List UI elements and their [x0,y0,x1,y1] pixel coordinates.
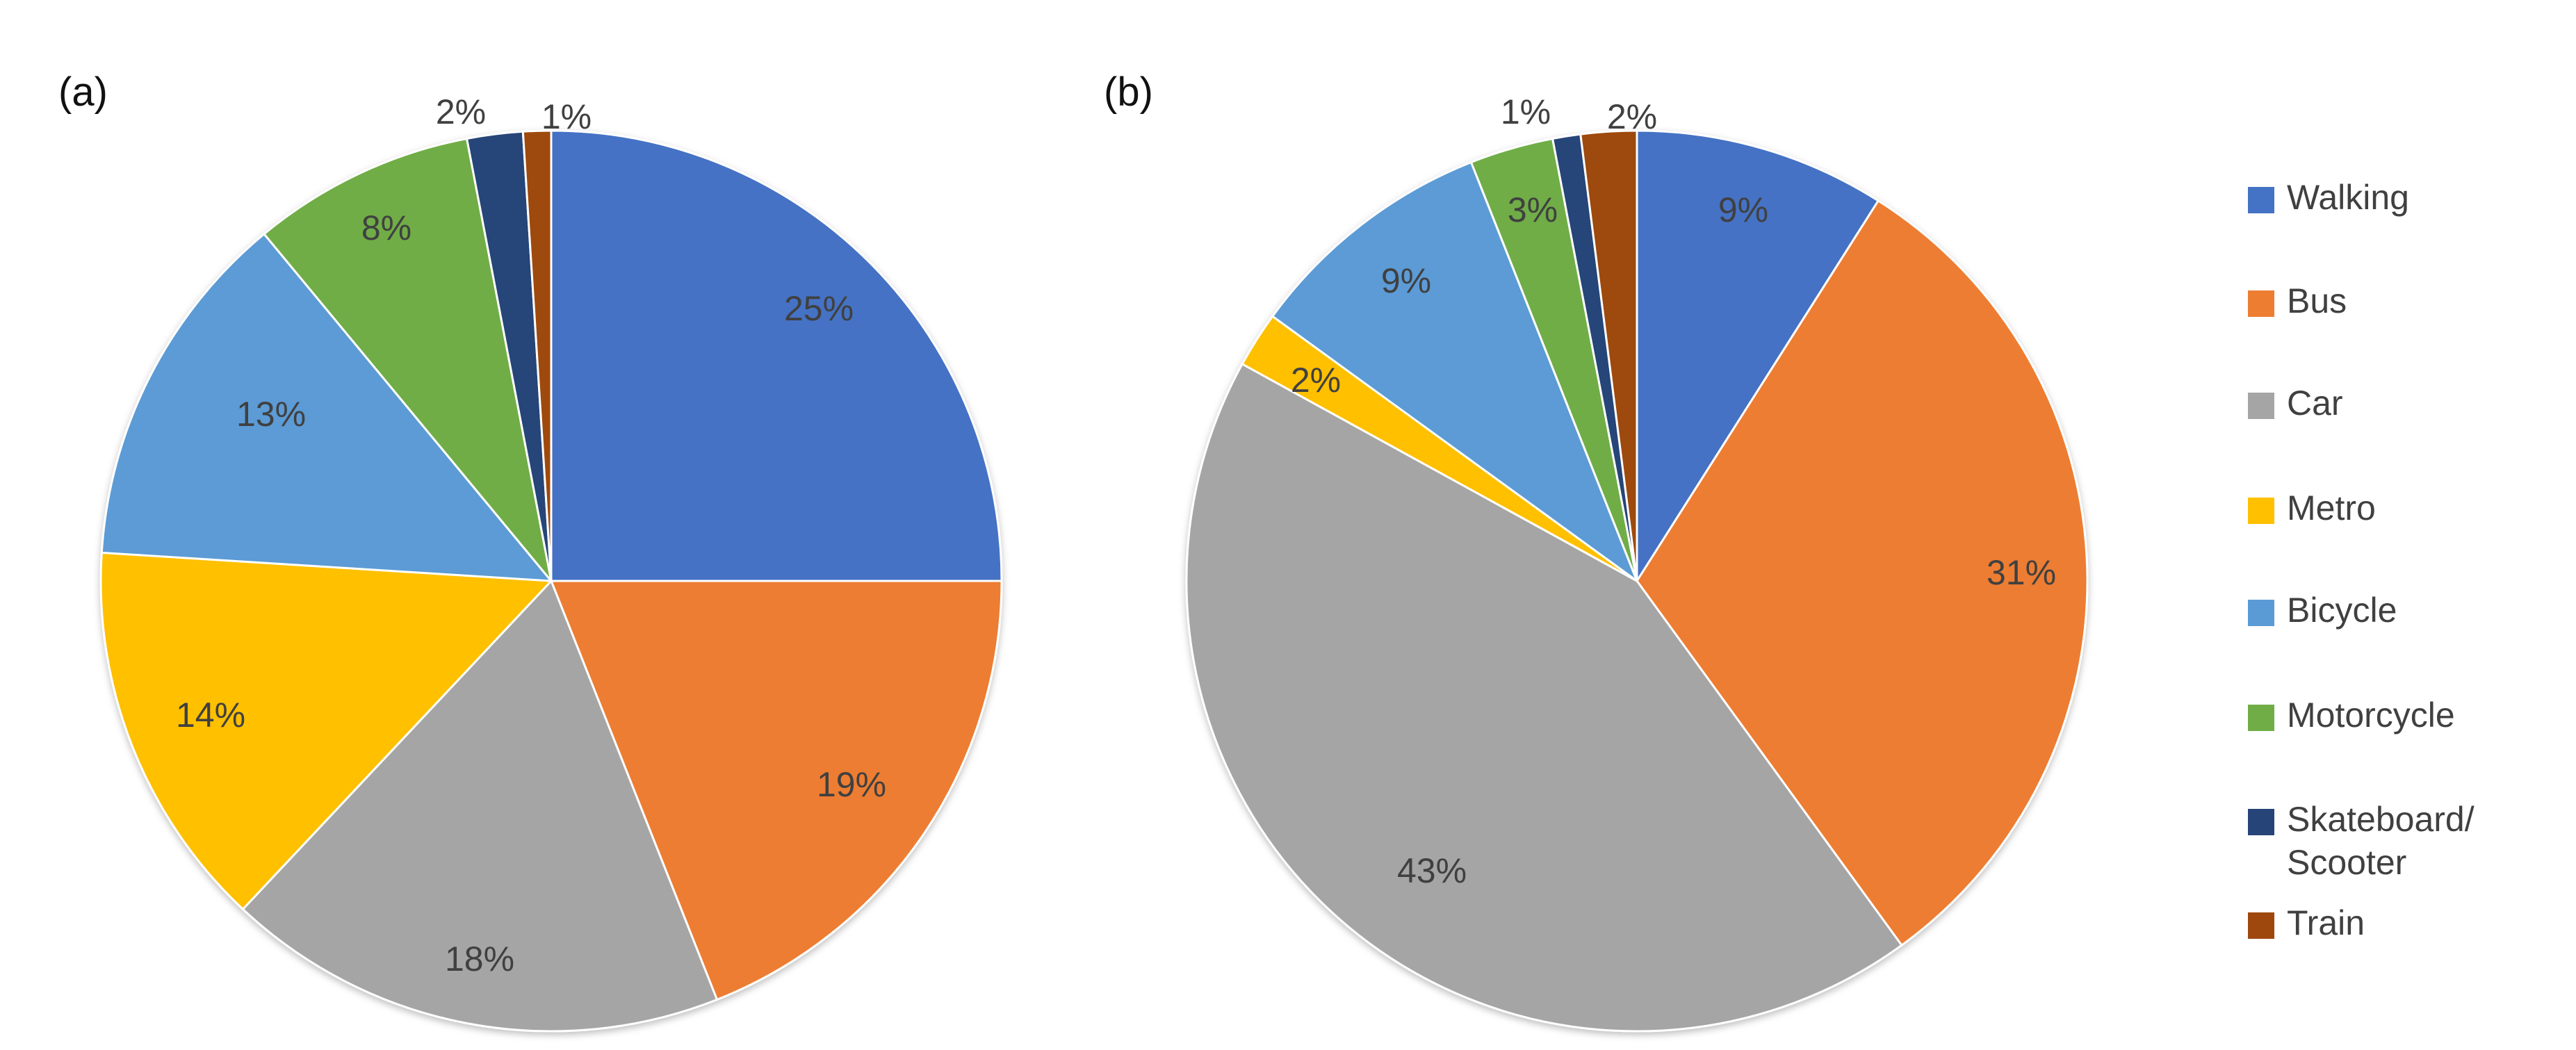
legend-label-metro: Metro [2287,489,2376,527]
pie-b-label-walking: 9% [1718,190,1768,229]
pie-b-slice-bicycle [1271,161,1640,584]
pie-b-label-car: 43% [1397,851,1467,890]
pie-b-label-train: 2% [1607,97,1657,136]
legend-swatch-skateboard-scooter [2248,809,2274,835]
pie-a-label-motorcycle: 8% [361,208,411,247]
legend-swatch-car [2248,393,2274,419]
pie-a-label-metro: 14% [176,696,245,735]
pie-b-label-metro: 2% [1291,361,1341,400]
pie-b-slice-car [1185,362,1903,1033]
legend-swatch-bus [2248,290,2274,317]
pie-chart-a [99,129,1003,1033]
pie-a-slice-walking [550,129,1003,582]
legend-label-car: Car [2287,384,2343,423]
pie-a-slice-bicycle [100,232,554,582]
legend-swatch-metro [2248,498,2274,524]
pie-b-label-bus: 31% [1987,553,2056,592]
pie-b-label-skateboard-scooter: 1% [1501,92,1551,131]
legend-label-bicycle: Bicycle [2287,591,2397,630]
pie-b-slice-bus [1636,199,2089,947]
pie-a-label-train: 1% [541,97,592,136]
pie-a-label-car: 18% [445,940,514,978]
pie-a-slice-metro [99,551,554,911]
legend-label-bus: Bus [2287,281,2347,320]
pie-a-label-bus: 19% [817,765,886,804]
pie-a-label-walking: 25% [784,289,854,328]
legend-label-motorcycle: Motorcycle [2287,696,2455,735]
legend-swatch-bicycle [2248,600,2274,626]
panel-label-b: (b) [1104,69,1153,115]
pie-a-slice-motorcycle [262,137,553,582]
pie-a-label-skateboard-scooter: 2% [436,92,486,131]
pie-a-label-bicycle: 13% [236,395,306,434]
legend-swatch-motorcycle [2248,705,2274,731]
pie-a-slice-car [241,579,719,1033]
legend-swatch-walking [2248,187,2274,213]
legend: Walking Bus Car Metro Bicycle Motorcycle Skate… [2248,178,2475,942]
legend-label-walking: Walking [2287,178,2409,217]
panel-label-a: (a) [58,69,108,115]
legend-label-skateboard-scooter-line-2: Scooter [2287,843,2406,882]
data-labels-b: 9% 31% 43% 2% 9% 3% 1% 2% [1291,92,2056,890]
pie-b-label-bicycle: 9% [1381,261,1431,300]
pie-a-slice-train [521,129,553,582]
legend-swatch-train [2248,912,2274,939]
data-labels-a: 25% 19% 18% 14% 13% 8% 2% 1% [176,92,886,978]
pie-a-slice-bus [549,580,1003,1001]
legend-label-skateboard-scooter-line-1: Skateboard/ [2287,800,2475,839]
pie-chart-b [1185,129,2089,1033]
legend-label-skateboard-scooter: Skateboard/Scooter [2287,800,2475,882]
pie-b-slice-train [1579,129,1638,582]
legend-label-train: Train [2287,903,2365,942]
pie-b-slice-walking [1636,129,1880,585]
pie-b-label-motorcycle: 3% [1508,190,1558,229]
